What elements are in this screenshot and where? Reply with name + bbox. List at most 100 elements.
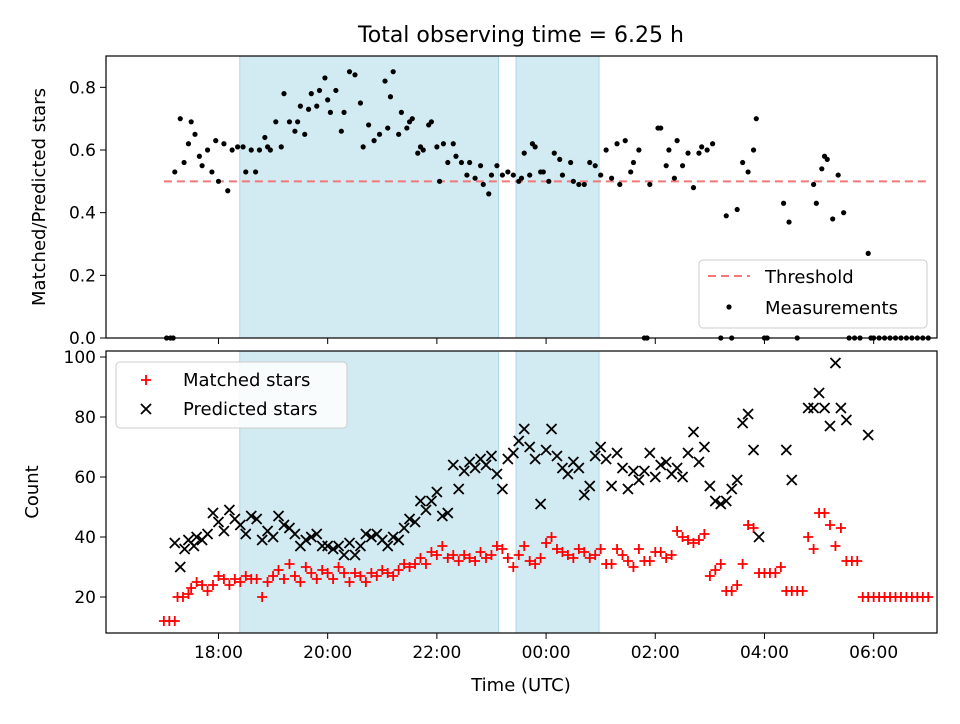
predicted-star-point [278,519,290,531]
predicted-star-point [420,504,432,516]
matched-star-point [278,574,289,584]
predicted-star-point [349,549,361,561]
matched-star-point [797,586,808,596]
predicted-star-point [600,453,612,465]
matched-star-point [579,547,590,557]
matched-star-point [808,544,819,554]
predicted-star-point [447,459,459,471]
predicted-star-point [207,507,219,519]
measurement-point [181,159,187,166]
predicted-star-point [534,498,547,510]
measurement-point [325,97,331,103]
measurement-point [551,150,557,156]
matched-star-point [824,520,835,530]
matched-star-point [262,577,273,587]
measurement-point [314,103,320,109]
measurement-point [390,69,396,75]
bottom-y-axis-label: Count [22,465,43,518]
measurement-point [723,213,729,219]
measurement-point [841,210,847,216]
matched-star-point [388,571,399,581]
measurement-point [786,219,792,225]
matched-star-point [333,562,344,572]
measurement-point [614,141,620,147]
predicted-star-point [354,540,367,552]
measurement-point [352,72,358,78]
predicted-star-point [644,447,656,459]
matched-star-point [590,550,601,560]
matched-star-point [672,526,683,536]
measurement-point [295,119,301,125]
matched-star-point [183,589,194,599]
measurement-point [813,200,819,206]
matched-star-point [775,562,786,572]
matched-star-point [481,553,492,563]
x-tick-label: 02:00 [631,643,680,663]
measurement-point [415,150,421,156]
measurement-point [780,200,787,206]
y-tick-label: 60 [74,468,96,488]
matched-star-point [360,577,371,587]
measurement-point [679,163,686,169]
top-legend: Threshold Measurements [698,259,928,329]
measurement-point [628,169,634,175]
measurement-point [674,138,680,144]
matched-star-point [202,586,213,596]
matched-star-point [562,550,573,560]
measurement-point [518,175,525,181]
predicted-star-point [780,444,792,456]
matched-star-point [442,553,453,563]
y-tick-label: 40 [74,528,96,548]
matched-star-point [644,556,655,566]
measurement-point [387,94,394,100]
matched-star-point [273,565,284,575]
measurement-point [499,172,505,178]
measurement-point [308,91,314,97]
matched-star-point [410,559,421,569]
measurement-point [338,128,344,134]
predicted-stars-points [169,357,874,573]
predicted-star-point [223,504,236,516]
matched-star-point [453,556,464,566]
predicted-star-point [365,531,377,543]
legend-measurement-swatch [726,304,732,310]
predicted-star-point [245,510,257,522]
measurement-point [488,172,495,178]
predicted-star-point [660,456,672,468]
predicted-star-point [671,462,683,474]
measurement-point [185,141,192,147]
matched-star-point [497,544,508,554]
matched-star-point [923,592,934,602]
measurement-point [740,159,746,166]
shaded-interval [239,55,500,339]
matched-star-point [404,562,415,572]
predicted-star-point [687,426,700,438]
measurement-point [568,159,574,166]
measurement-point [440,141,447,147]
measurement-point [830,216,836,222]
matched-star-point [339,568,350,578]
matched-star-point [568,553,579,563]
measurement-point [510,172,516,178]
predicted-star-point [272,510,285,522]
matched-star-point [693,535,704,545]
measurement-point [434,144,440,150]
matched-star-point [464,553,475,563]
measurement-point [273,119,279,125]
predicted-star-point [622,483,634,495]
matched-star-point [677,532,688,542]
matched-star-point [852,556,863,566]
matched-star-point [628,562,639,572]
measurement-point [699,144,705,150]
predicted-star-point [638,465,650,477]
matched-star-point [284,559,295,569]
predicted-star-point [256,534,268,546]
measurement-point [297,103,303,109]
measurement-point [221,141,227,147]
matched-star-point [704,571,715,581]
matched-star-point [437,541,448,551]
predicted-star-point [540,444,552,456]
x-axis-label: Time (UTC) [470,675,571,696]
predicted-star-point [726,483,738,495]
measurement-point [581,181,587,188]
